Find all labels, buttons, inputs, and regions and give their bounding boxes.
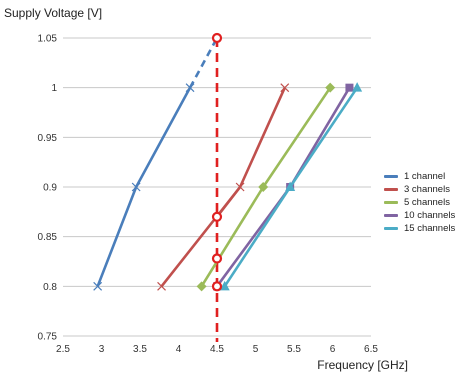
data-point-marker: [345, 83, 354, 92]
y-tick-label: 0.9: [43, 183, 57, 194]
limit-circle-marker: [211, 32, 223, 44]
legend-swatch: [384, 188, 398, 191]
legend-item-5-channels: 5 channels: [384, 196, 455, 209]
x-tick-label: 3.5: [133, 344, 147, 355]
legend-label: 5 channels: [404, 197, 450, 208]
legend-item-3-channels: 3 channels: [384, 183, 455, 196]
y-tick-label: 1.05: [38, 34, 58, 45]
y-tick-label: 0.95: [38, 133, 58, 144]
data-point-marker: [258, 182, 269, 192]
legend: 1 channel 3 channels 5 channels 10 chann…: [384, 170, 455, 235]
data-point-marker: [235, 182, 245, 192]
limit-circle-marker: [211, 281, 223, 292]
limit-circle-marker: [211, 211, 223, 222]
y-tick-label: 0.75: [38, 332, 58, 343]
legend-swatch: [384, 201, 398, 204]
data-point-marker: [131, 182, 141, 192]
data-point-marker: [280, 83, 290, 93]
legend-label: 3 channels: [404, 184, 450, 195]
data-point-marker: [185, 83, 195, 93]
series-extension-line: [188, 37, 219, 89]
legend-swatch: [384, 227, 398, 230]
y-tick-label: 0.85: [38, 232, 58, 243]
limit-circle-marker: [211, 253, 223, 264]
legend-swatch: [384, 175, 398, 178]
x-tick-label: 6.5: [364, 344, 378, 355]
y-axis-label: Supply Voltage [V]: [4, 6, 103, 20]
data-point-marker: [219, 280, 230, 291]
data-point-marker: [93, 281, 103, 291]
x-tick-label: 3: [99, 344, 105, 355]
x-tick-label: 4: [176, 344, 182, 355]
data-point-marker: [196, 281, 207, 292]
data-point-marker: [285, 181, 296, 191]
legend-item-1-channel: 1 channel: [384, 170, 455, 183]
legend-label: 1 channel: [404, 171, 446, 182]
legend-swatch: [384, 214, 398, 217]
x-tick-label: 2.5: [56, 344, 70, 355]
data-point-marker: [157, 281, 166, 291]
x-axis-label: Frequency [GHz]: [317, 358, 408, 372]
legend-label: 15 channels: [404, 223, 456, 234]
y-tick-label: 0.8: [43, 282, 57, 293]
x-tick-label: 4.5: [210, 344, 224, 355]
x-tick-label: 5.5: [287, 344, 301, 355]
x-tick-label: 6: [330, 344, 336, 355]
legend-label: 10 channels: [404, 210, 456, 221]
data-point-marker: [352, 82, 363, 92]
legend-item-15-channels: 15 channels: [384, 222, 455, 235]
legend-item-10-channels: 10 channels: [384, 209, 455, 222]
x-tick-label: 5: [253, 344, 259, 355]
data-point-marker: [325, 82, 336, 93]
y-tick-label: 1: [51, 83, 57, 94]
